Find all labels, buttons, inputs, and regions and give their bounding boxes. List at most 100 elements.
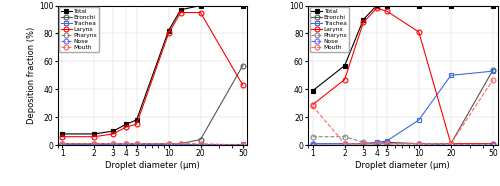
- Bronchi: [198, 138, 203, 141]
- Nose: [416, 142, 422, 145]
- Trachea: [92, 142, 98, 145]
- Pharynx: [60, 144, 66, 146]
- Line: Pharynx: Pharynx: [310, 134, 496, 147]
- X-axis label: Droplet diameter (μm): Droplet diameter (μm): [356, 161, 450, 170]
- Larynx: [166, 32, 172, 35]
- Trachea: [198, 142, 203, 145]
- Line: Mouth: Mouth: [310, 77, 496, 146]
- Nose: [240, 144, 246, 146]
- Larynx: [134, 123, 140, 125]
- Larynx: [490, 142, 496, 145]
- Mouth: [92, 142, 98, 145]
- Total: [384, 4, 390, 7]
- Nose: [360, 142, 366, 145]
- Larynx: [240, 84, 246, 86]
- Trachea: [310, 142, 316, 145]
- Line: Larynx: Larynx: [60, 10, 245, 139]
- Total: [416, 4, 422, 7]
- Pharynx: [92, 144, 98, 146]
- Larynx: [110, 133, 116, 135]
- Mouth: [416, 142, 422, 145]
- Line: Pharynx: Pharynx: [60, 143, 245, 147]
- Bronchi: [110, 142, 116, 145]
- Pharynx: [416, 142, 422, 145]
- Total: [360, 18, 366, 21]
- Nose: [448, 144, 454, 146]
- Trachea: [110, 142, 116, 145]
- Total: [448, 4, 454, 7]
- Total: [92, 133, 98, 135]
- Bronchi: [416, 142, 422, 145]
- Mouth: [490, 78, 496, 81]
- Larynx: [342, 78, 347, 81]
- Total: [342, 64, 347, 67]
- Trachea: [374, 141, 380, 143]
- Legend: Total, Bronchi, Trachea, Larynx, Pharynx, Nose, Mouth: Total, Bronchi, Trachea, Larynx, Pharynx…: [60, 7, 99, 52]
- Line: Trachea: Trachea: [310, 69, 496, 146]
- Mouth: [60, 142, 66, 145]
- Line: Larynx: Larynx: [310, 6, 496, 146]
- Larynx: [124, 126, 130, 128]
- Nose: [60, 144, 66, 146]
- Nose: [166, 144, 172, 146]
- Total: [490, 4, 496, 7]
- Pharynx: [310, 136, 316, 138]
- Mouth: [110, 142, 116, 145]
- Mouth: [198, 142, 203, 145]
- Bronchi: [342, 142, 347, 145]
- Nose: [110, 144, 116, 146]
- Trachea: [448, 74, 454, 76]
- Pharynx: [384, 142, 390, 145]
- Line: Mouth: Mouth: [60, 141, 245, 147]
- Total: [310, 90, 316, 92]
- Trachea: [360, 142, 366, 145]
- Line: Bronchi: Bronchi: [60, 63, 245, 146]
- Trachea: [134, 142, 140, 145]
- Mouth: [360, 142, 366, 145]
- Mouth: [124, 142, 130, 145]
- Larynx: [310, 103, 316, 106]
- Trachea: [240, 142, 246, 145]
- Nose: [124, 144, 130, 146]
- Trachea: [384, 140, 390, 142]
- X-axis label: Droplet diameter (μm): Droplet diameter (μm): [105, 161, 200, 170]
- Nose: [134, 144, 140, 146]
- Bronchi: [166, 142, 172, 145]
- Line: Total: Total: [60, 3, 245, 136]
- Bronchi: [310, 142, 316, 145]
- Bronchi: [60, 142, 66, 145]
- Bronchi: [374, 142, 380, 145]
- Total: [110, 130, 116, 132]
- Trachea: [178, 142, 184, 145]
- Trachea: [342, 142, 347, 145]
- Nose: [92, 144, 98, 146]
- Larynx: [60, 136, 66, 138]
- Nose: [198, 144, 203, 146]
- Total: [240, 4, 246, 7]
- Trachea: [124, 142, 130, 145]
- Line: Nose: Nose: [60, 143, 245, 147]
- Nose: [374, 142, 380, 145]
- Legend: Total, Bronchi, Trachea, Larynx, Pharynx, Nose, Mouth: Total, Bronchi, Trachea, Larynx, Pharynx…: [310, 7, 349, 52]
- Mouth: [310, 105, 316, 107]
- Bronchi: [178, 142, 184, 145]
- Total: [166, 30, 172, 32]
- Bronchi: [124, 142, 130, 145]
- Mouth: [448, 142, 454, 145]
- Bronchi: [490, 69, 496, 71]
- Pharynx: [490, 144, 496, 146]
- Larynx: [416, 31, 422, 33]
- Trachea: [60, 142, 66, 145]
- Bronchi: [448, 142, 454, 145]
- Larynx: [198, 12, 203, 14]
- Larynx: [384, 10, 390, 12]
- Line: Total: Total: [310, 3, 496, 93]
- Nose: [384, 142, 390, 145]
- Nose: [178, 144, 184, 146]
- Trachea: [416, 119, 422, 121]
- Bronchi: [240, 64, 246, 67]
- Line: Bronchi: Bronchi: [310, 67, 496, 146]
- Larynx: [374, 7, 380, 9]
- Mouth: [240, 144, 246, 146]
- Trachea: [490, 70, 496, 72]
